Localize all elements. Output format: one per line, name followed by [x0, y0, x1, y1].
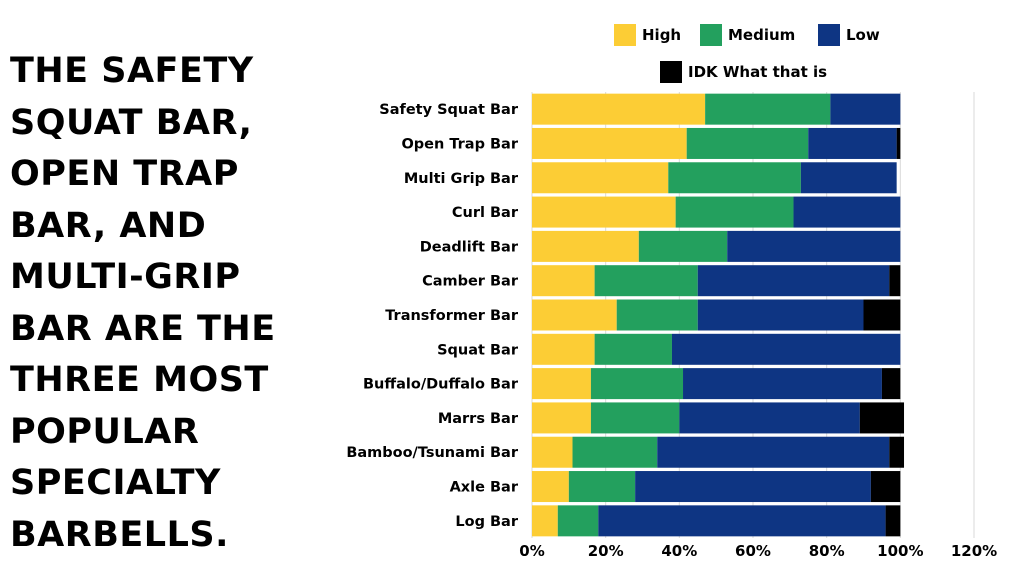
- legend-item-medium: Medium: [700, 24, 795, 46]
- headline-line: BAR ARE THE: [10, 308, 276, 349]
- bar-segment: [675, 196, 794, 228]
- bar-segment: [557, 505, 599, 537]
- bar-segment: [532, 162, 669, 194]
- bar-segment: [870, 471, 901, 503]
- bar-segment: [638, 230, 728, 262]
- bar-segment: [686, 127, 809, 159]
- bar-segment: [594, 333, 672, 365]
- legend-swatch-low: [818, 24, 840, 46]
- x-tick-label: 120%: [951, 542, 997, 560]
- bar-segment: [896, 127, 901, 159]
- legend-swatch-high: [614, 24, 636, 46]
- category-label: Log Bar: [455, 514, 518, 530]
- bar-segment: [859, 402, 905, 434]
- headline-line: OPEN TRAP: [10, 154, 239, 194]
- bar-segment: [598, 505, 886, 537]
- category-label: Marrs Bar: [438, 411, 519, 427]
- legend-label-low: Low: [846, 26, 880, 44]
- bar-segment: [594, 265, 698, 297]
- bar-segment: [668, 162, 801, 194]
- bar-segment: [881, 368, 901, 400]
- headline-line: BARBELLS.: [10, 514, 229, 555]
- bar-segment: [532, 265, 595, 297]
- x-tick-label: 20%: [588, 542, 624, 560]
- bar-segment: [532, 402, 591, 434]
- bar-segment: [572, 436, 658, 468]
- bar-segment: [532, 505, 558, 537]
- x-tick-label: 0%: [519, 542, 544, 560]
- legend-item-low: Low: [818, 24, 880, 46]
- bar-segment: [885, 505, 901, 537]
- legend-item-high: High: [614, 24, 681, 46]
- bar-segment: [590, 368, 684, 400]
- bar-segment: [830, 93, 901, 125]
- headline-text: THE SAFETY SQUAT BAR, OPEN TRAP BAR, AND…: [10, 46, 310, 561]
- bar-segment: [727, 230, 901, 262]
- x-tick-label: 60%: [735, 542, 771, 560]
- legend-swatch-medium: [700, 24, 722, 46]
- x-tick-label: 100%: [877, 542, 923, 560]
- bar-segment: [889, 436, 905, 468]
- bar-segment: [679, 402, 860, 434]
- x-tick-label: 80%: [809, 542, 845, 560]
- headline-line: THREE MOST: [10, 360, 269, 400]
- bar-segment: [532, 368, 591, 400]
- category-label: Curl Bar: [452, 205, 519, 221]
- x-tick-label: 40%: [661, 542, 697, 560]
- category-label: Buffalo/Duffalo Bar: [363, 377, 519, 393]
- bar-segment: [671, 333, 901, 365]
- bar-segment: [635, 471, 871, 503]
- bar-segment: [800, 162, 897, 194]
- bar-segment: [532, 127, 687, 159]
- bar-segment: [532, 333, 595, 365]
- headline-line: SQUAT BAR,: [10, 102, 253, 143]
- legend-label-high: High: [642, 26, 682, 44]
- bar-segment: [532, 196, 676, 228]
- legend-swatch-idk: [660, 61, 682, 83]
- bar-segment: [532, 436, 573, 468]
- headline-line: MULTI-GRIP: [10, 257, 241, 297]
- headline-line: POPULAR: [10, 411, 200, 452]
- bar-segment: [568, 471, 636, 503]
- category-label: Squat Bar: [437, 342, 519, 358]
- bar-segment: [793, 196, 901, 228]
- category-label: Bamboo/Tsunami Bar: [346, 445, 519, 461]
- bar-segment: [616, 299, 698, 331]
- headline-line: THE SAFETY: [10, 51, 254, 91]
- legend-label-medium: Medium: [728, 26, 796, 44]
- bar-segment: [532, 299, 617, 331]
- bar-segment: [705, 93, 831, 125]
- bar-segment: [657, 436, 890, 468]
- category-label: Axle Bar: [450, 480, 519, 496]
- headline-line: BAR, AND: [10, 205, 207, 246]
- category-label: Open Trap Bar: [401, 136, 518, 152]
- bar-segment: [532, 93, 706, 125]
- category-label: Transformer Bar: [385, 308, 519, 324]
- bar-segment: [532, 471, 569, 503]
- legend-label-idk: IDK What that is: [688, 63, 828, 81]
- chart-legend: High Medium Low IDK What that is: [600, 22, 920, 92]
- category-label: Multi Grip Bar: [404, 171, 519, 187]
- bar-segment: [590, 402, 680, 434]
- bar-segment: [863, 299, 901, 331]
- bar-segment: [697, 265, 890, 297]
- bar-segment: [683, 368, 882, 400]
- bar-segment: [697, 299, 864, 331]
- category-label: Deadlift Bar: [420, 239, 519, 255]
- category-label: Camber Bar: [422, 274, 519, 290]
- bar-segment: [808, 127, 897, 159]
- category-label: Safety Squat Bar: [379, 102, 519, 118]
- bar-segment: [889, 265, 901, 297]
- bar-segment: [532, 230, 639, 262]
- headline-line: SPECIALTY: [10, 463, 221, 503]
- legend-item-idk: IDK What that is: [660, 61, 827, 83]
